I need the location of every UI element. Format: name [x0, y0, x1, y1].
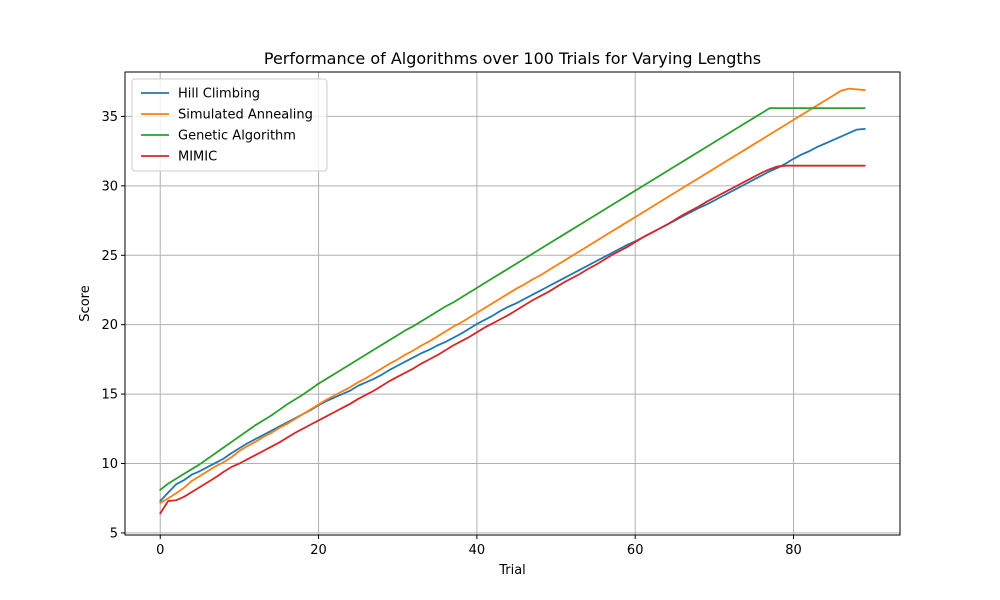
y-tick-label: 15: [101, 388, 118, 403]
y-tick-label: 25: [101, 249, 118, 264]
x-tick-label: 80: [785, 543, 802, 558]
y-tick-label: 35: [101, 110, 118, 125]
y-axis-label: Score: [78, 285, 93, 321]
grid-lines: [125, 72, 900, 535]
y-tick-label: 10: [101, 457, 118, 472]
x-tick-label: 60: [627, 543, 644, 558]
series-line-hill-climbing: [159, 128, 866, 502]
x-axis-label: Trial: [498, 563, 526, 578]
y-tick-label: 20: [101, 318, 118, 333]
series-line-simulated-annealing: [159, 87, 866, 504]
x-tick-label: 40: [469, 543, 486, 558]
legend: Hill Climbing Simulated Annealing Genetic …: [131, 78, 328, 172]
x-tick-label: 20: [310, 543, 327, 558]
legend-box: [131, 78, 328, 172]
y-tick-label: 5: [110, 526, 118, 541]
legend-label: MIMIC: [178, 150, 217, 165]
legend-label: Genetic Algorithm: [178, 129, 296, 144]
series-lines: [159, 87, 866, 515]
series-line-genetic-algorithm: [159, 107, 866, 491]
chart-title: Performance of Algorithms over 100 Trial…: [264, 49, 761, 68]
legend-label: Hill Climbing: [178, 87, 260, 102]
series-line-mimic: [159, 164, 866, 515]
legend-label: Simulated Annealing: [178, 108, 313, 123]
x-tick-label: 0: [156, 543, 164, 558]
y-tick-label: 30: [101, 179, 118, 194]
axis-ticks: 0 20 40 60 80 5 10 15 20 25 30 35: [101, 110, 801, 558]
plot-frame: [124, 71, 901, 536]
